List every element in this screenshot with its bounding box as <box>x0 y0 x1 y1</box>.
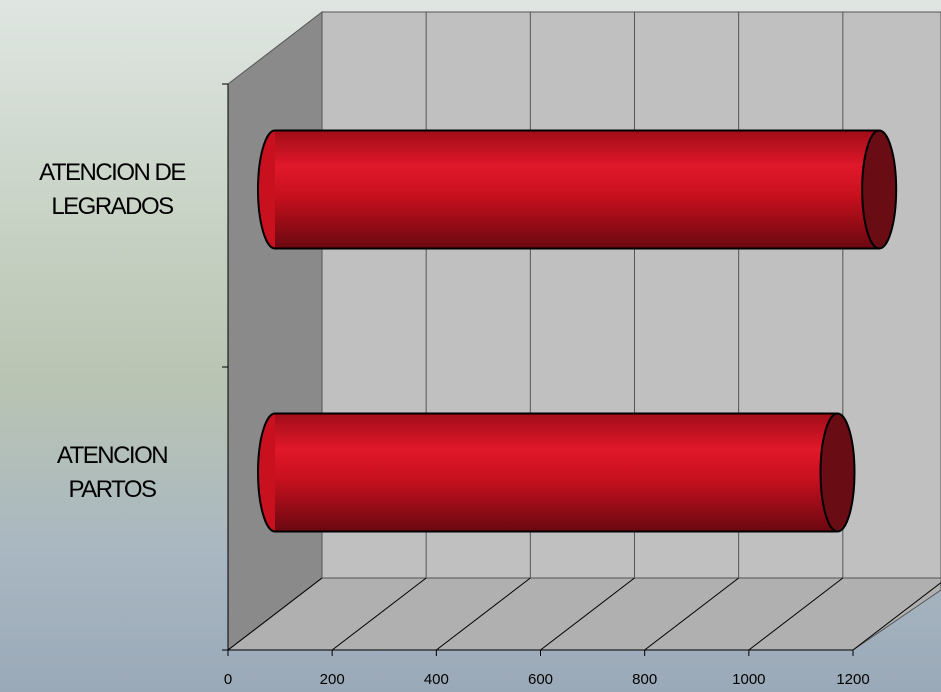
floor-grid-line <box>540 577 635 651</box>
bar <box>275 130 880 249</box>
x-tick-label: 1200 <box>836 671 869 688</box>
x-tick-label: 600 <box>528 671 553 688</box>
bar-left-cap <box>257 412 276 533</box>
floor-grid-line <box>227 577 323 651</box>
bar-left-cap <box>257 129 276 250</box>
x-tick-label: 0 <box>224 671 232 688</box>
bar <box>275 413 838 532</box>
x-tick-label: 800 <box>632 671 657 688</box>
floor-grid-line <box>852 581 941 651</box>
side-wall <box>227 10 323 652</box>
bar-end-cap <box>819 412 856 533</box>
bar-end-cap <box>861 129 898 250</box>
x-tick-label: 200 <box>320 671 345 688</box>
floor-grid-line <box>331 577 427 651</box>
bar-outline <box>275 412 838 533</box>
floor-grid-line <box>644 577 739 651</box>
x-tick-label: 1000 <box>732 671 765 688</box>
floor-grid-line <box>748 577 844 651</box>
floor-grid-line <box>436 577 531 651</box>
y-tick-label: ATENCION PARTOS <box>56 441 169 503</box>
y-tick-label: ATENCION DE LEGRADOS <box>39 158 186 220</box>
bar-outline <box>275 129 880 250</box>
floor <box>226 577 941 651</box>
x-tick-label: 400 <box>424 671 449 688</box>
